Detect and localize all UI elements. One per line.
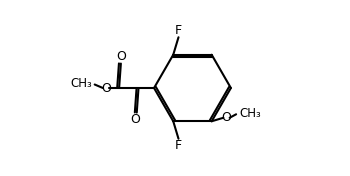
Text: O: O (222, 111, 231, 124)
Text: F: F (175, 139, 182, 152)
Text: CH₃: CH₃ (240, 107, 261, 120)
Text: O: O (116, 50, 126, 63)
Text: O: O (101, 81, 111, 95)
Text: O: O (130, 113, 140, 126)
Text: CH₃: CH₃ (70, 77, 92, 90)
Text: F: F (175, 24, 182, 37)
